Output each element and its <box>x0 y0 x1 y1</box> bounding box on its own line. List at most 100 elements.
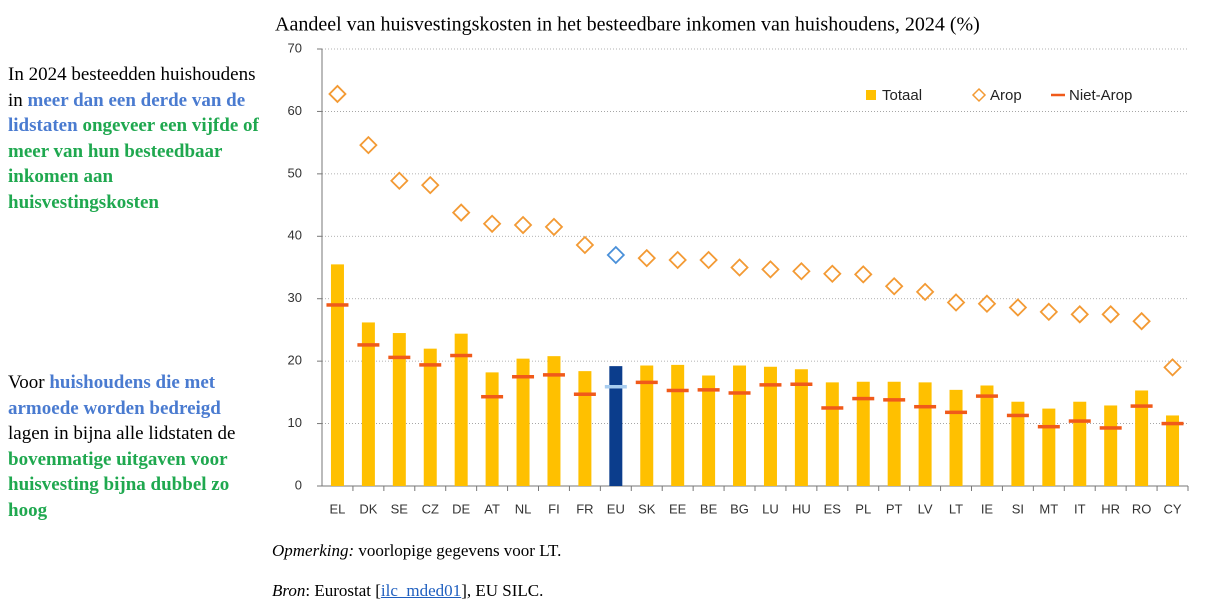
y-tick-label: 60 <box>288 103 302 118</box>
source: Bron: Eurostat [ilc_mded01], EU SILC. <box>272 581 543 601</box>
legend-label: Totaal <box>882 87 922 104</box>
niet-arop-marker <box>975 394 998 398</box>
text: Voor <box>8 372 50 393</box>
bar <box>609 366 623 486</box>
arop-marker <box>1132 311 1151 331</box>
bar <box>1042 408 1056 486</box>
text: In 2024 besteedden huishoudens in <box>8 64 256 111</box>
bar <box>361 322 375 486</box>
bar <box>794 369 808 486</box>
text: ongeveer een vijfde of meer van hun best… <box>8 115 259 213</box>
arop-marker <box>390 171 409 190</box>
niet-arop-marker <box>883 398 906 402</box>
niet-arop-marker <box>1068 419 1091 423</box>
x-tick-label: FI <box>548 501 560 516</box>
niet-arop-marker <box>1161 421 1184 426</box>
y-tick-label: 10 <box>288 415 302 430</box>
bar <box>980 385 994 486</box>
arop-marker <box>451 203 471 222</box>
text: ], EU SILC. <box>461 581 544 600</box>
x-tick-label: BG <box>730 501 749 516</box>
x-tick-label: ES <box>824 501 842 516</box>
side-text-2: Voor huishoudens die met armoede worden … <box>8 370 266 523</box>
niet-arop-marker <box>945 410 968 415</box>
y-tick-label: 70 <box>288 40 302 55</box>
x-tick-label: EE <box>669 501 687 516</box>
y-tick-label: 40 <box>288 228 302 243</box>
arop-marker <box>730 258 749 277</box>
x-tick-label: SK <box>638 501 656 516</box>
y-tick-label: 0 <box>295 477 302 492</box>
niet-arop-marker <box>604 384 627 389</box>
bar <box>763 366 777 486</box>
x-tick-label: EU <box>607 501 625 516</box>
bar <box>578 371 592 486</box>
arop-marker <box>915 282 935 302</box>
arop-marker <box>792 261 811 281</box>
x-tick-label: CZ <box>422 501 439 516</box>
arop-marker <box>1163 358 1182 377</box>
x-tick-label: DE <box>452 501 470 516</box>
bar <box>918 382 932 486</box>
arop-marker <box>637 248 657 268</box>
link[interactable]: ilc_mded01 <box>380 581 462 600</box>
arop-marker <box>513 215 533 235</box>
bar <box>856 381 870 486</box>
bar <box>671 364 685 486</box>
niet-arop-marker <box>1006 413 1029 418</box>
arop-marker <box>482 214 502 234</box>
niet-arop-marker <box>790 382 813 386</box>
niet-arop-marker <box>419 363 442 367</box>
bar <box>1166 415 1180 486</box>
arop-marker <box>977 294 997 313</box>
arop-marker <box>1008 298 1028 317</box>
arop-marker <box>544 217 564 237</box>
x-tick-label: DK <box>359 501 377 516</box>
bar <box>1073 401 1087 486</box>
niet-arop-marker <box>542 373 565 377</box>
niet-arop-marker <box>1099 426 1122 430</box>
text: bovenmatige uitgaven voor huisvesting bi… <box>8 448 230 521</box>
bar <box>485 372 499 486</box>
bar <box>1135 390 1149 486</box>
arop-marker <box>1101 305 1120 324</box>
bar <box>887 381 901 486</box>
niet-arop-marker <box>635 380 658 385</box>
text: Opmerking: <box>272 541 355 560</box>
x-tick-label: MT <box>1039 501 1058 516</box>
niet-arop-marker <box>1037 424 1060 429</box>
bar <box>454 333 468 486</box>
niet-arop-marker <box>914 404 937 409</box>
x-tick-label: LV <box>918 501 933 516</box>
arop-marker <box>668 250 687 270</box>
y-tick-label: 50 <box>288 165 302 180</box>
x-tick-label: HR <box>1101 501 1120 516</box>
bar <box>825 382 839 486</box>
chart-title: Aandeel van huisvestingskosten in het be… <box>275 14 980 36</box>
x-tick-label: PL <box>855 501 871 516</box>
x-tick-label: EL <box>330 501 346 516</box>
arop-marker <box>1070 305 1090 324</box>
arop-marker <box>761 260 780 279</box>
bar <box>949 389 963 486</box>
x-tick-label: HU <box>792 501 811 516</box>
note: Opmerking: voorlopige gegevens voor LT. <box>272 541 561 561</box>
arop-marker <box>420 175 440 195</box>
bar <box>640 365 654 486</box>
x-tick-label: IE <box>981 501 994 516</box>
bar <box>423 348 437 486</box>
bar <box>1104 405 1118 486</box>
arop-marker <box>575 235 595 255</box>
text: lagen in bijna alle lidstaten de <box>8 423 236 444</box>
legend-swatch <box>1051 93 1065 97</box>
bar <box>547 356 561 486</box>
x-tick-label: LU <box>762 501 779 516</box>
legend-label: Arop <box>990 87 1022 104</box>
arop-marker <box>328 84 347 104</box>
arop-marker <box>853 265 873 284</box>
arop-marker <box>823 264 842 284</box>
arop-marker <box>606 245 626 265</box>
side-text-1: In 2024 besteedden huishoudens in meer d… <box>8 62 266 215</box>
legend-swatch <box>971 87 987 103</box>
arop-marker <box>359 135 378 155</box>
